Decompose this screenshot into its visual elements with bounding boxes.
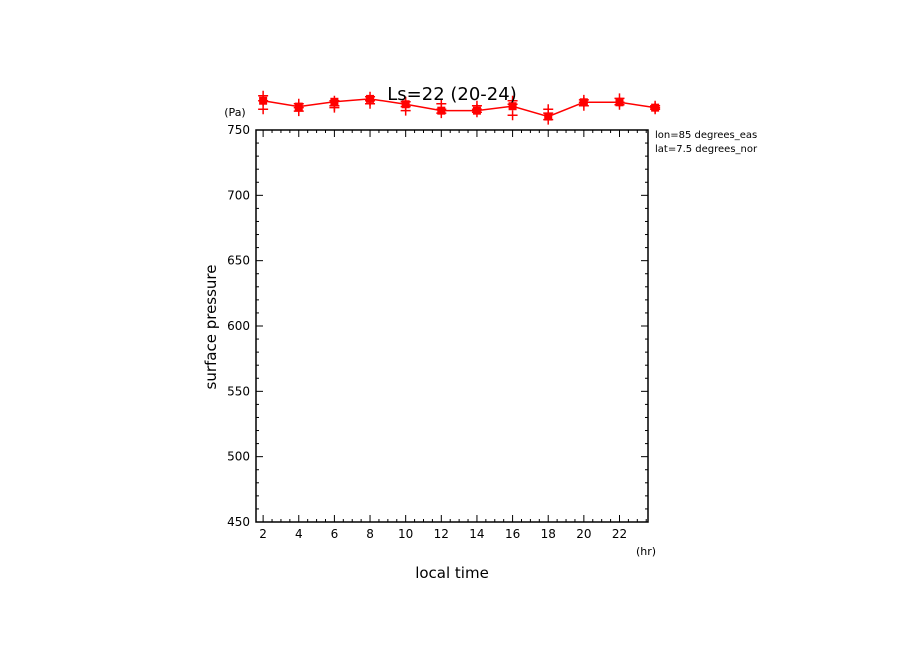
axis-ticks: 2 4 6 8 10 12 14 16 18 20 22 450 500 550 600 650 700 750 (227, 123, 648, 541)
spread-marker (258, 95, 269, 106)
spread-marker (543, 114, 554, 125)
x-tick-label: 6 (331, 527, 339, 541)
y-tick-label: 750 (227, 123, 250, 137)
annotation-lon: lon=85 degrees_eas (655, 130, 757, 141)
y-tick-label: 550 (227, 384, 250, 398)
spread-marker (258, 104, 269, 115)
spread-marker (614, 99, 625, 110)
x-tick-label: 8 (366, 527, 374, 541)
spread-marker (578, 100, 589, 111)
spread-marker (650, 104, 661, 115)
spread-marker (329, 102, 340, 113)
y-unit-label: (Pa) (224, 106, 245, 119)
x-tick-label: 4 (295, 527, 303, 541)
x-tick-label: 12 (434, 527, 449, 541)
spread-marker (507, 110, 518, 121)
y-tick-label: 650 (227, 254, 250, 268)
x-tick-label: 10 (398, 527, 413, 541)
spread-marker (507, 99, 518, 110)
x-axis-label: local time (415, 564, 489, 582)
y-tick-label: 500 (227, 450, 250, 464)
y-tick-label: 600 (227, 319, 250, 333)
x-tick-label: 20 (576, 527, 591, 541)
x-tick-label: 22 (612, 527, 627, 541)
annotation-lat: lat=7.5 degrees_nor (655, 144, 758, 155)
y-tick-label: 450 (227, 515, 250, 529)
series-layer (258, 90, 661, 125)
y-tick-label: 700 (227, 188, 250, 202)
x-tick-label: 14 (469, 527, 484, 541)
spread-marker (436, 108, 447, 119)
x-tick-label: 16 (505, 527, 520, 541)
chart-title: Ls=22 (20-24) (387, 84, 516, 105)
series-line (263, 98, 656, 118)
spread-marker (400, 105, 411, 116)
x-tick-label: 18 (541, 527, 556, 541)
x-tick-label: 2 (259, 527, 267, 541)
spread-marker (471, 107, 482, 118)
spread-marker (293, 106, 304, 117)
plot-frame (255, 129, 649, 523)
spread-marker (365, 98, 376, 109)
x-unit-label: (hr) (636, 545, 656, 558)
y-axis-label: surface pressure (202, 265, 220, 390)
